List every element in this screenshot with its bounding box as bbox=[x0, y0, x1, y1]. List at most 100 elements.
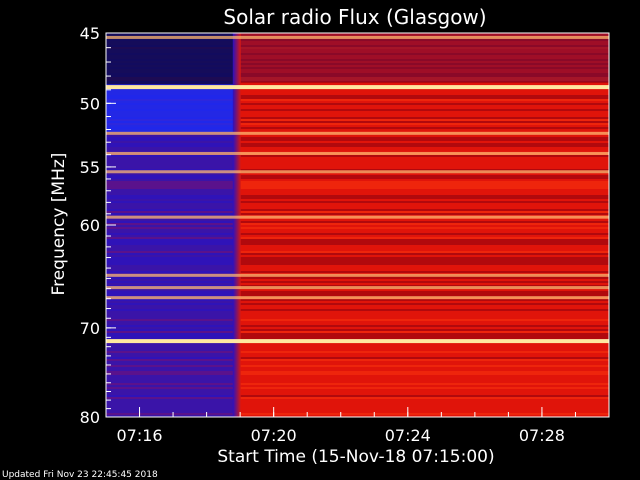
quiet-band bbox=[106, 259, 237, 261]
plot-area bbox=[105, 32, 610, 418]
active-band bbox=[236, 253, 609, 255]
quiet-band bbox=[106, 285, 237, 287]
quiet-band bbox=[106, 221, 237, 223]
quiet-band bbox=[106, 303, 237, 305]
active-band bbox=[236, 227, 609, 229]
quiet-band bbox=[106, 155, 237, 157]
active-band bbox=[236, 285, 609, 287]
transition-edge bbox=[232, 33, 241, 417]
x-tick-label: 07:24 bbox=[385, 426, 431, 445]
quiet-band bbox=[106, 383, 237, 385]
active-band bbox=[236, 187, 609, 189]
active-band bbox=[236, 295, 609, 297]
y-tick-label: 55 bbox=[80, 158, 100, 177]
quiet-band bbox=[106, 257, 237, 259]
active-band bbox=[236, 195, 609, 197]
quiet-band bbox=[106, 237, 237, 239]
emission-line bbox=[106, 286, 609, 290]
x-tick-label: 07:20 bbox=[251, 426, 297, 445]
y-tick-label: 60 bbox=[80, 216, 100, 235]
active-band bbox=[236, 271, 609, 273]
quiet-band bbox=[106, 169, 237, 171]
quiet-band bbox=[106, 139, 237, 141]
active-band bbox=[236, 329, 609, 331]
active-band bbox=[236, 137, 609, 139]
quiet-band bbox=[106, 261, 237, 263]
active-band bbox=[236, 365, 609, 367]
quiet-band bbox=[106, 359, 237, 361]
active-band bbox=[236, 177, 609, 179]
quiet-band bbox=[106, 185, 237, 187]
y-axis: 45 50 55 60 70 80 bbox=[80, 24, 116, 427]
quiet-band bbox=[106, 251, 237, 253]
quiet-band bbox=[106, 177, 237, 179]
active-band bbox=[236, 109, 609, 111]
emission-line bbox=[106, 35, 609, 39]
active-band bbox=[236, 263, 609, 265]
active-band bbox=[236, 143, 609, 145]
quiet-band bbox=[106, 253, 237, 255]
quiet-band bbox=[106, 213, 237, 215]
quiet-band bbox=[106, 329, 237, 331]
active-band bbox=[236, 99, 609, 101]
active-band bbox=[236, 373, 609, 375]
blue-block bbox=[106, 84, 237, 133]
quiet-band bbox=[106, 365, 237, 367]
active-band bbox=[236, 303, 609, 305]
active-band bbox=[236, 351, 609, 353]
active-band bbox=[236, 337, 609, 339]
active-band bbox=[236, 237, 609, 239]
active-top-dark bbox=[236, 33, 609, 82]
active-band bbox=[236, 175, 609, 177]
quiet-band bbox=[106, 281, 237, 283]
quiet-band bbox=[106, 209, 237, 211]
active-band bbox=[236, 333, 609, 335]
quiet-band bbox=[106, 277, 237, 279]
quiet-band bbox=[106, 337, 237, 339]
quiet-band bbox=[106, 331, 237, 333]
active-band bbox=[236, 387, 609, 389]
y-tick-label: 50 bbox=[80, 94, 100, 113]
emission-line bbox=[106, 339, 609, 344]
quiet-band bbox=[106, 227, 237, 229]
active-band bbox=[236, 181, 609, 183]
active-band bbox=[236, 371, 609, 373]
active-band bbox=[236, 331, 609, 333]
quiet-band bbox=[106, 335, 237, 337]
quiet-band bbox=[106, 371, 237, 373]
active-band bbox=[236, 103, 609, 105]
active-band bbox=[236, 221, 609, 223]
active-band bbox=[236, 201, 609, 203]
active-band bbox=[236, 325, 609, 327]
quiet-band bbox=[106, 333, 237, 335]
x-axis: 07:16 07:20 07:24 07:28 bbox=[105, 407, 610, 445]
active-band bbox=[236, 291, 609, 293]
active-band bbox=[236, 383, 609, 385]
quiet-band bbox=[106, 293, 237, 295]
quiet-band bbox=[106, 319, 237, 321]
active-band bbox=[236, 213, 609, 215]
active-band bbox=[236, 299, 609, 301]
quiet-band bbox=[106, 181, 237, 183]
quiet-band bbox=[106, 325, 237, 327]
dark-block bbox=[106, 33, 237, 85]
active-band bbox=[236, 185, 609, 187]
emission-line bbox=[106, 170, 609, 174]
quiet-band bbox=[106, 309, 237, 311]
active-band bbox=[236, 155, 609, 157]
active-band bbox=[236, 95, 609, 97]
quiet-band bbox=[106, 373, 237, 375]
quiet-band bbox=[106, 397, 237, 399]
quiet-band bbox=[106, 201, 237, 203]
active-band bbox=[236, 97, 609, 99]
active-band bbox=[236, 335, 609, 337]
emission-line bbox=[106, 273, 609, 277]
active-band bbox=[236, 117, 609, 119]
quiet-band bbox=[106, 239, 237, 241]
active-band bbox=[236, 145, 609, 147]
quiet-band bbox=[106, 299, 237, 301]
x-axis-label: Start Time (15-Nov-18 07:15:00) bbox=[217, 447, 494, 467]
emission-line bbox=[106, 85, 609, 90]
active-band bbox=[236, 169, 609, 171]
